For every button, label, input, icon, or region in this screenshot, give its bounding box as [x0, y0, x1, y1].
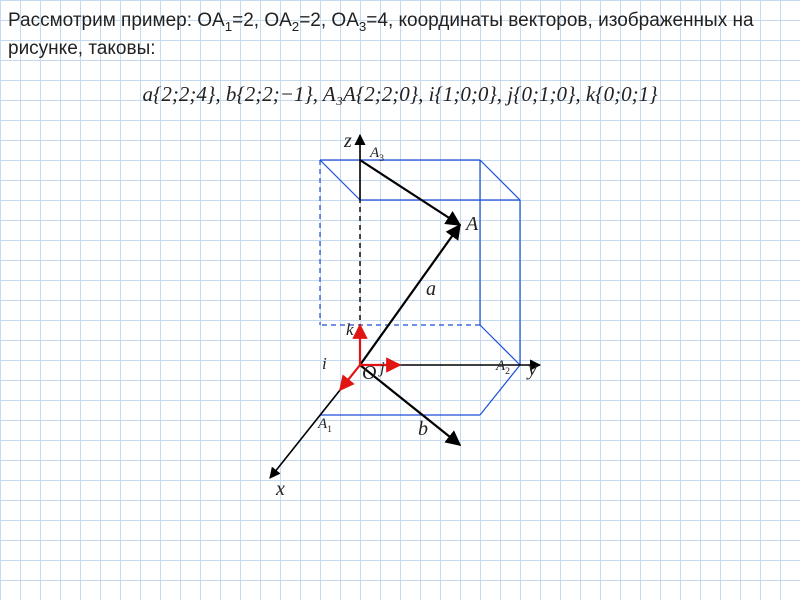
label-A1-sub: 1 [327, 424, 332, 435]
intro-eq2: =2, OA [299, 10, 359, 31]
label-A1: A1 [318, 416, 332, 435]
label-A2-sub: 2 [505, 366, 510, 377]
label-y: y [528, 358, 537, 381]
label-A3-sub: 3 [379, 153, 384, 164]
vector-a3a [360, 160, 460, 225]
label-i: i [322, 354, 327, 374]
intro-prefix: Рассмотрим пример: OA [8, 10, 225, 31]
intro-text: Рассмотрим пример: OA1=2, OA2=2, OA3=4, … [8, 8, 792, 61]
vector-a [360, 225, 460, 365]
label-b: b [418, 418, 428, 441]
label-O: O [362, 362, 376, 385]
label-A3: A3 [370, 145, 384, 164]
intro-eq1: =2, OA [232, 10, 292, 31]
formula-text: a{2;2;4}, b{2;2;−1}, A₃A{2;2;0}, i{1;0;0… [143, 82, 658, 106]
label-A1-letter: A [318, 416, 327, 432]
intro-s1: 1 [225, 19, 232, 34]
label-k: k [346, 320, 354, 340]
label-x: x [276, 478, 285, 501]
formula-line: a{2;2;4}, b{2;2;−1}, A₃A{2;2;0}, i{1;0;0… [0, 82, 800, 107]
label-a: a [426, 278, 436, 301]
label-A2-letter: A [496, 358, 505, 374]
label-A2: A2 [496, 358, 510, 377]
label-j: j [380, 358, 385, 378]
label-A3-letter: A [370, 145, 379, 161]
label-z: z [344, 130, 352, 153]
label-A: A [466, 213, 478, 236]
vector-i [340, 365, 360, 390]
